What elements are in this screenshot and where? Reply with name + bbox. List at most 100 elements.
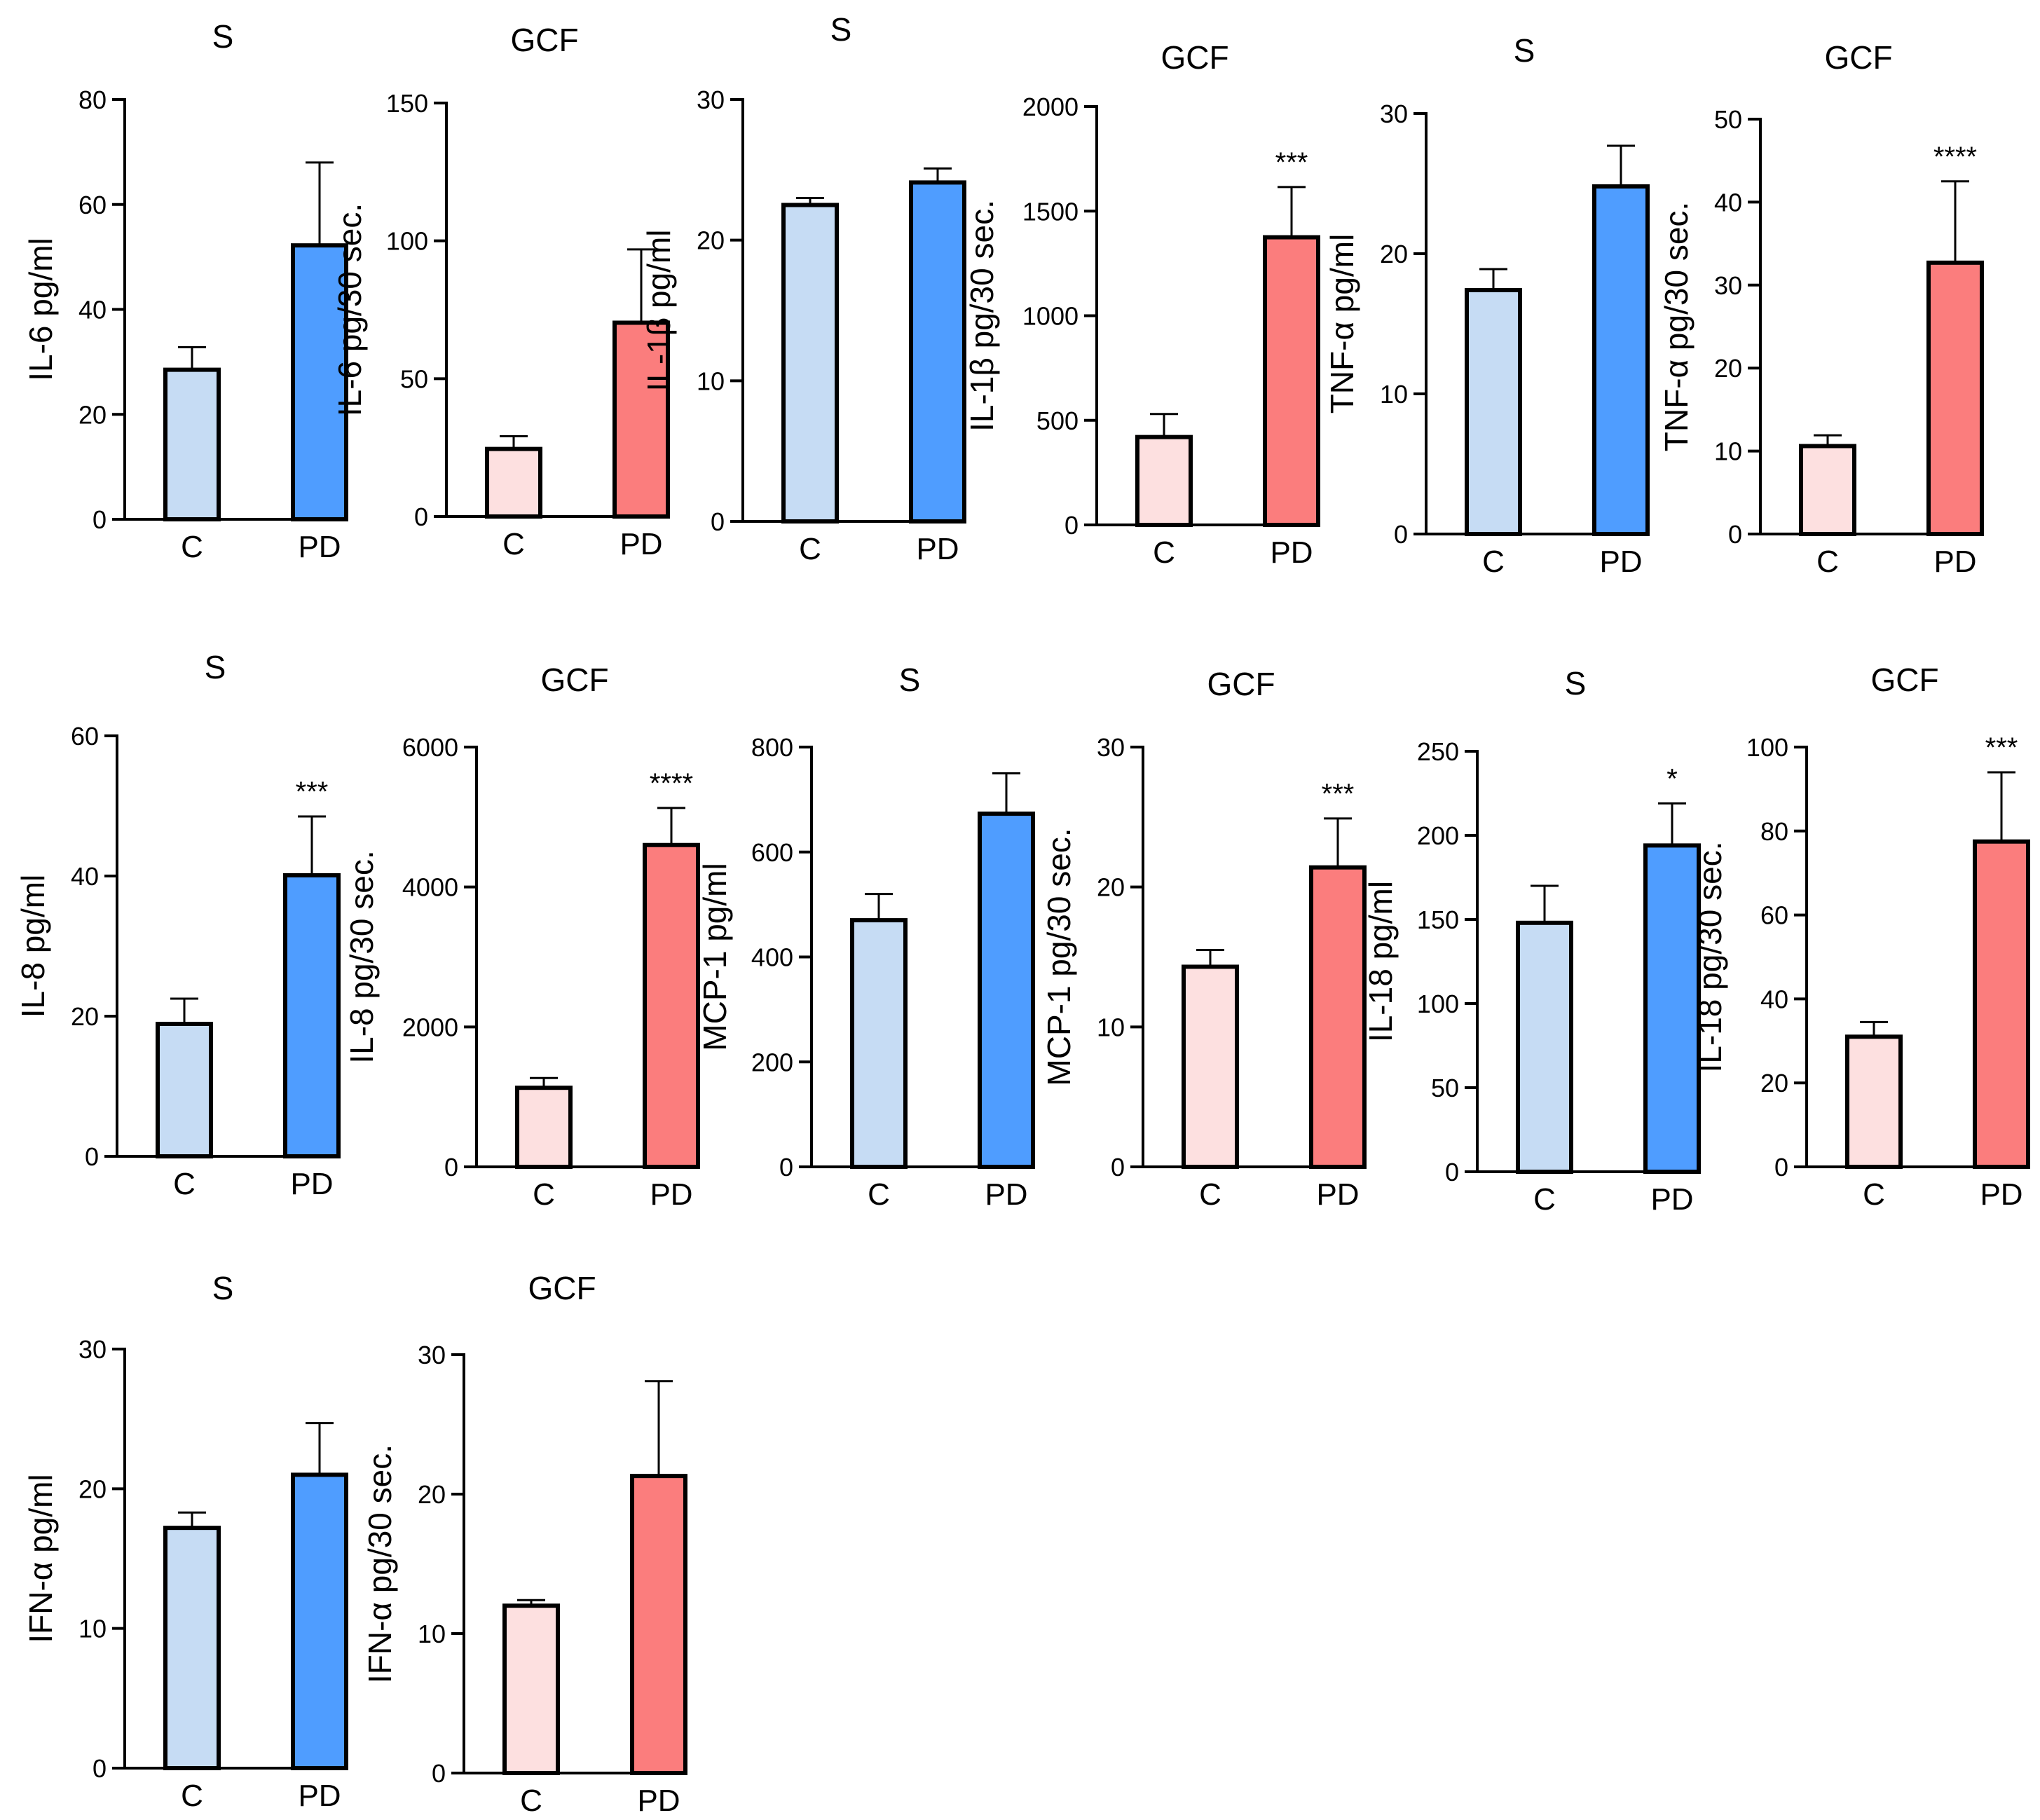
chart-title: GCF — [540, 662, 608, 698]
y-tick-label: 40 — [1760, 985, 1788, 1013]
y-tick-label: 60 — [78, 191, 107, 219]
chart-panel-3: S 0 10 20 30 IL-1β pg/ml C PD — [641, 11, 966, 566]
x-category-label: C — [502, 527, 525, 561]
y-tick-label: 800 — [751, 733, 793, 762]
x-category-label: PD — [1599, 545, 1642, 579]
x-category-label: PD — [298, 530, 341, 564]
y-tick-label: 100 — [386, 227, 428, 256]
x-category-label: C — [1863, 1177, 1885, 1212]
bar-pd — [283, 873, 341, 1158]
significance-marker: **** — [650, 768, 693, 799]
y-tick-label: 30 — [1380, 100, 1408, 128]
chart-panel-12: GCF 0 20 40 60 80 100 IL-18 pg/30 sec. C PD *** — [1692, 662, 2030, 1212]
bar-c — [1182, 964, 1239, 1170]
y-axis-label: IL-8 pg/30 sec. — [343, 850, 380, 1063]
y-tick-label: 0 — [93, 505, 107, 534]
x-category-label: PD — [1650, 1182, 1693, 1217]
chart-panel-7: S 0 20 40 60 IL-8 pg/ml C PD *** — [15, 649, 341, 1201]
bar-c — [163, 367, 221, 522]
chart-title: S — [830, 11, 852, 48]
bar-c — [1799, 444, 1856, 536]
chart-title: GCF — [1824, 39, 1892, 76]
y-tick-label: 100 — [1417, 990, 1459, 1018]
y-axis-label: IL-1β pg/ml — [641, 230, 677, 392]
chart-panel-13: S 0 10 20 30 IFN-α pg/ml C PD — [22, 1270, 348, 1813]
x-category-label: PD — [1933, 545, 1976, 579]
y-tick-label: 150 — [386, 89, 428, 118]
y-axis-label: IL-8 pg/ml — [15, 875, 51, 1018]
significance-marker: *** — [1275, 147, 1308, 178]
bar-c — [1845, 1034, 1903, 1170]
y-tick-label: 0 — [414, 502, 428, 531]
y-tick-label: 20 — [418, 1480, 446, 1509]
chart-panel-14: GCF 0 10 20 30 IFN-α pg/30 sec. C PD — [362, 1270, 687, 1818]
y-tick-label: 500 — [1036, 406, 1079, 435]
y-axis-label: IL-1β pg/30 sec. — [964, 200, 1000, 432]
x-category-label: PD — [637, 1784, 680, 1818]
x-category-label: PD — [650, 1177, 692, 1212]
bar-pd — [643, 842, 700, 1170]
chart-panel-6: GCF 0 10 20 30 40 50 TNF-α pg/30 sec. C PD **** — [1658, 39, 1984, 579]
x-category-label: C — [868, 1177, 890, 1212]
x-category-label: C — [173, 1167, 196, 1201]
chart-panel-1: S 0 20 40 60 80 IL-6 pg/ml C PD — [22, 18, 348, 564]
y-axis-label: TNF-α pg/30 sec. — [1658, 202, 1695, 451]
significance-marker: *** — [1322, 779, 1355, 809]
chart-panel-2: GCF 0 50 100 150 IL-6 pg/30 sec. C PD — [331, 22, 670, 561]
y-tick-label: 30 — [1097, 733, 1125, 762]
chart-title: GCF — [510, 22, 578, 58]
y-tick-label: 0 — [444, 1153, 458, 1182]
y-tick-label: 6000 — [402, 733, 458, 762]
chart-title: S — [212, 18, 234, 55]
bar-pd — [909, 180, 966, 524]
x-category-label: C — [1482, 545, 1505, 579]
y-tick-label: 20 — [71, 1002, 99, 1031]
y-tick-label: 40 — [1714, 188, 1742, 217]
chart-title: S — [1514, 32, 1535, 69]
bar-pd — [630, 1474, 687, 1775]
y-tick-label: 0 — [1394, 520, 1408, 549]
x-category-label: C — [181, 530, 203, 564]
y-tick-label: 60 — [71, 722, 99, 751]
bar-pd — [612, 320, 670, 519]
bar-c — [515, 1086, 573, 1170]
x-category-label: C — [1816, 545, 1839, 579]
y-tick-label: 2000 — [402, 1013, 458, 1041]
y-tick-label: 10 — [1380, 380, 1408, 409]
y-tick-label: 10 — [1714, 437, 1742, 466]
y-tick-label: 20 — [697, 226, 725, 255]
y-tick-label: 10 — [697, 367, 725, 395]
bar-c — [485, 446, 542, 519]
chart-title: GCF — [1870, 662, 1938, 698]
bar-c — [163, 1526, 221, 1771]
x-category-label: PD — [619, 527, 662, 561]
x-category-label: PD — [1980, 1177, 2022, 1212]
significance-marker: *** — [1985, 732, 2018, 763]
bar-pd — [1263, 235, 1320, 527]
y-tick-label: 20 — [1380, 240, 1408, 268]
bar-pd — [291, 1472, 348, 1770]
y-tick-label: 400 — [751, 943, 793, 972]
y-tick-label: 50 — [400, 364, 428, 393]
bar-pd — [978, 812, 1035, 1170]
x-category-label: C — [181, 1779, 203, 1813]
y-axis-label: MCP-1 pg/30 sec. — [1041, 828, 1077, 1086]
chart-title: S — [899, 662, 921, 698]
x-category-label: C — [533, 1177, 555, 1212]
significance-marker: *** — [296, 776, 329, 807]
y-tick-label: 30 — [418, 1341, 446, 1369]
y-tick-label: 1500 — [1022, 197, 1079, 226]
x-category-label: PD — [1316, 1177, 1359, 1212]
chart-title: GCF — [1161, 39, 1228, 76]
y-tick-label: 30 — [697, 85, 725, 114]
significance-marker: **** — [1933, 142, 1977, 172]
y-tick-label: 0 — [93, 1754, 107, 1783]
x-category-label: C — [520, 1784, 542, 1818]
y-tick-label: 0 — [1774, 1153, 1788, 1182]
y-tick-label: 0 — [1445, 1158, 1459, 1186]
y-axis-label: IFN-α pg/30 sec. — [362, 1444, 398, 1683]
x-category-label: PD — [1270, 535, 1313, 570]
y-tick-label: 0 — [1111, 1153, 1125, 1182]
y-tick-label: 50 — [1714, 105, 1742, 134]
chart-panel-11: S 0 50 100 150 200 250 IL-18 pg/ml C PD * — [1362, 665, 1701, 1217]
